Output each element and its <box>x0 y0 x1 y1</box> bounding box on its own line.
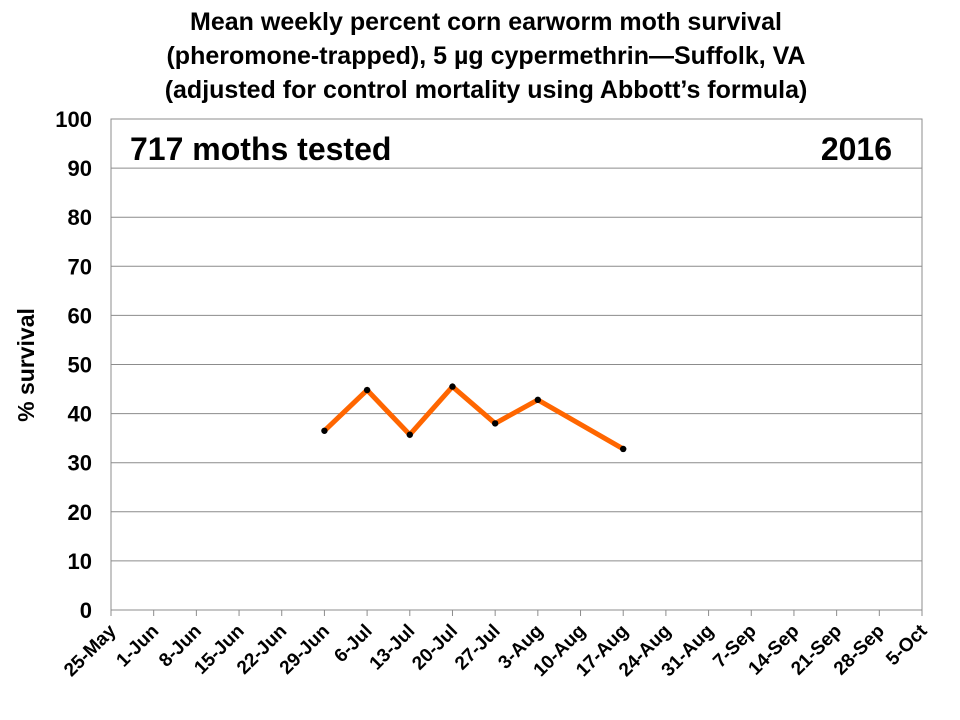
data-point <box>321 427 328 434</box>
y-tick-label: 100 <box>55 107 92 132</box>
chart-title: Mean weekly percent corn earworm moth su… <box>165 8 808 104</box>
x-axis-tick-labels: 25-May1-Jun8-Jun15-Jun22-Jun29-Jun6-Jul1… <box>60 620 932 681</box>
plot-area-frame <box>110 118 923 611</box>
x-tick-label: 1-Jun <box>113 621 164 672</box>
x-tick-label: 5-Oct <box>882 620 932 670</box>
x-tick-label: 13-Jul <box>366 621 420 675</box>
x-tick-label: 25-May <box>60 620 121 681</box>
data-point <box>449 383 456 390</box>
y-tick-label: 30 <box>68 451 92 476</box>
gridlines <box>111 118 922 562</box>
data-point <box>363 386 371 394</box>
y-tick-label: 70 <box>68 254 92 279</box>
series-line <box>322 383 625 452</box>
x-tick-label: 20-Jul <box>408 621 462 675</box>
chart-title-line-3: (adjusted for control mortality using Ab… <box>165 76 808 104</box>
annotation-year: 2016 <box>821 131 892 167</box>
x-axis-ticks <box>110 610 923 616</box>
annotation-moths-tested: 717 moths tested <box>130 131 391 167</box>
data-point <box>406 431 413 438</box>
data-point <box>491 420 499 427</box>
y-axis-tick-labels: 0 10 20 30 40 50 60 70 80 90 100 <box>55 107 92 623</box>
chart-title-line-1: Mean weekly percent corn earworm moth su… <box>190 8 782 36</box>
y-tick-label: 0 <box>80 598 92 623</box>
chart-title-line-2: (pheromone-trapped), 5 µg cypermethrin—S… <box>166 42 805 70</box>
data-point <box>534 396 542 404</box>
series-survival <box>321 383 627 453</box>
y-tick-label: 50 <box>68 353 92 378</box>
x-tick-label: 27-Jul <box>451 621 505 675</box>
y-tick-label: 20 <box>68 500 92 525</box>
y-tick-label: 80 <box>68 205 92 230</box>
y-tick-label: 60 <box>68 303 92 328</box>
data-point <box>620 445 627 453</box>
y-tick-label: 10 <box>68 549 92 574</box>
y-tick-label: 40 <box>68 402 92 427</box>
y-tick-label: 90 <box>68 156 92 181</box>
y-axis-label: % survival <box>13 308 39 422</box>
